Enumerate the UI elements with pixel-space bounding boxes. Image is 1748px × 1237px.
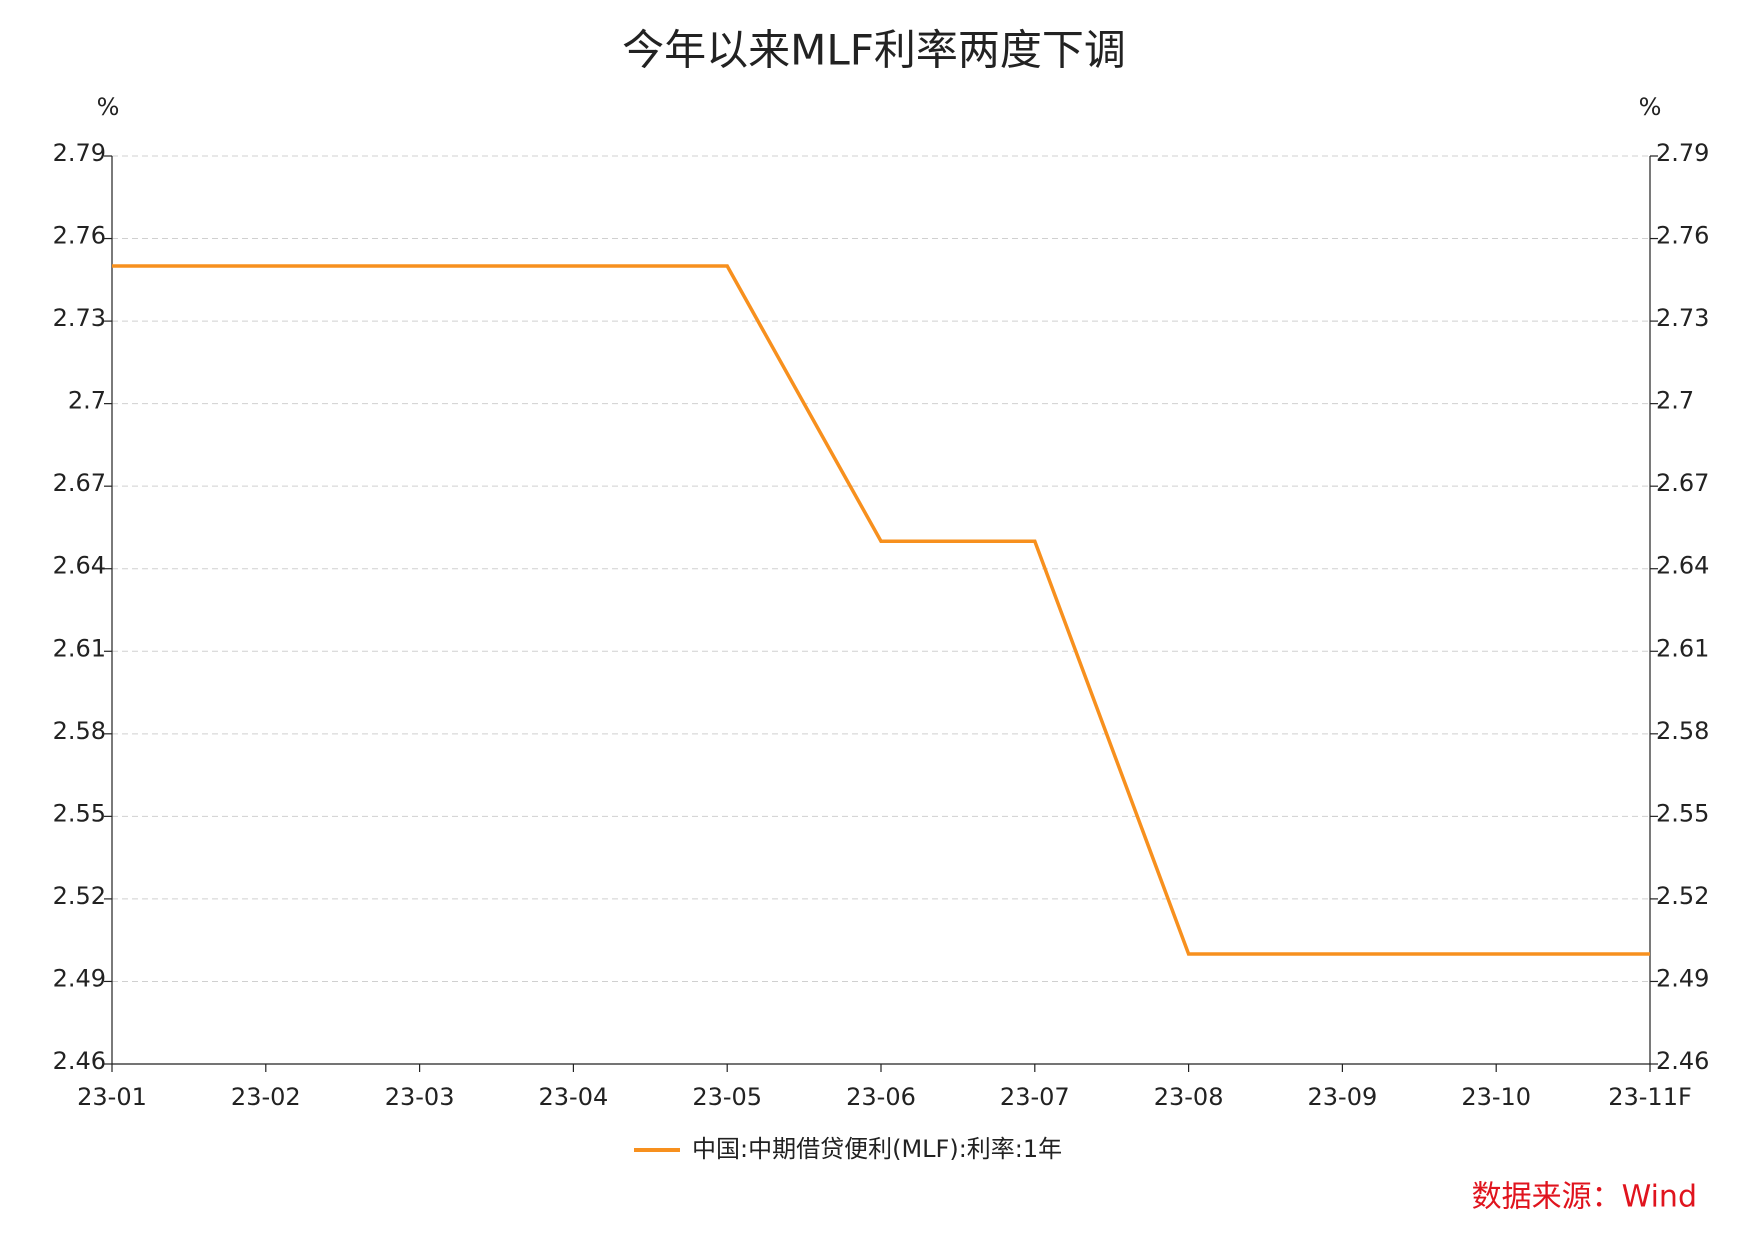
y2-tick-label: 2.58 (1656, 717, 1709, 745)
x-tick-label: 23-01 (77, 1083, 147, 1111)
y-tick-label: 2.46 (53, 1047, 106, 1075)
y2-tick-label: 2.73 (1656, 304, 1709, 332)
y-tick-label: 2.67 (53, 469, 106, 497)
x-tick-label: 23-06 (846, 1083, 916, 1111)
y2-tick-label: 2.49 (1656, 964, 1709, 992)
x-tick-label: 23-04 (539, 1083, 609, 1111)
chart-title: 今年以来MLF利率两度下调 (622, 26, 1126, 75)
y-tick-label: 2.79 (53, 139, 106, 167)
x-tick-label: 23-11F (1608, 1083, 1692, 1111)
y2-tick-label: 2.55 (1656, 799, 1709, 827)
y-tick-label: 2.73 (53, 304, 106, 332)
y-tick-label: 2.7 (68, 387, 106, 415)
x-tick-label: 23-10 (1461, 1083, 1531, 1111)
x-tick-label: 23-08 (1154, 1083, 1224, 1111)
y2-tick-label: 2.64 (1656, 552, 1709, 580)
y-tick-label: 2.64 (53, 552, 106, 580)
y2-tick-label: 2.76 (1656, 222, 1709, 250)
y2-tick-label: 2.52 (1656, 882, 1709, 910)
y2-tick-label: 2.46 (1656, 1047, 1709, 1075)
y-tick-label: 2.61 (53, 634, 106, 662)
data-line (112, 264, 1650, 956)
y2-tick-label: 2.67 (1656, 469, 1709, 497)
y2-tick-label: 2.79 (1656, 139, 1709, 167)
y-tick-label: 2.76 (53, 222, 106, 250)
y2-tick-label: 2.61 (1656, 634, 1709, 662)
legend-label: 中国:中期借贷便利(MLF):利率:1年 (692, 1135, 1062, 1163)
x-tick-label: 23-05 (692, 1083, 762, 1111)
source-note: 数据来源：Wind (1472, 1180, 1697, 1215)
y2-unit: % (1639, 93, 1662, 121)
y-tick-label: 2.49 (53, 964, 106, 992)
y2-tick-label: 2.7 (1656, 387, 1694, 415)
y-tick-label: 2.58 (53, 717, 106, 745)
x-tick-label: 23-07 (1000, 1083, 1070, 1111)
y-tick-label: 2.52 (53, 882, 106, 910)
x-tick-label: 23-02 (231, 1083, 301, 1111)
x-tick-label: 23-09 (1308, 1083, 1378, 1111)
y-unit: % (97, 93, 120, 121)
x-tick-label: 23-03 (385, 1083, 455, 1111)
y-tick-label: 2.55 (53, 799, 106, 827)
